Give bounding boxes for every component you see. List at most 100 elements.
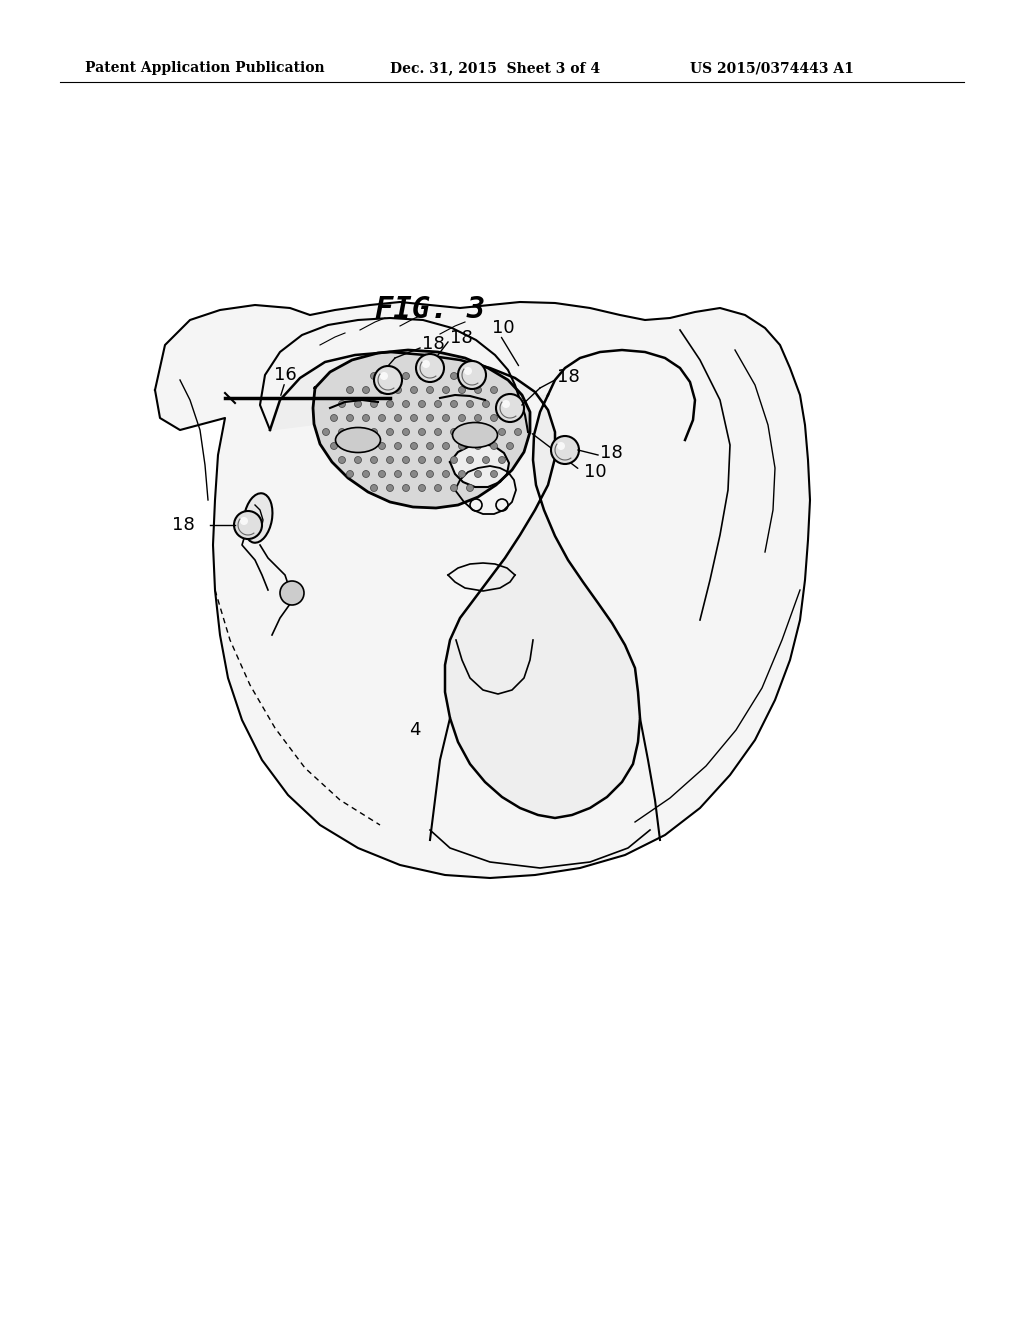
Circle shape xyxy=(451,457,458,463)
Circle shape xyxy=(474,414,481,421)
Circle shape xyxy=(416,354,444,381)
Text: 16: 16 xyxy=(273,366,296,384)
Circle shape xyxy=(434,484,441,491)
Circle shape xyxy=(451,484,458,491)
Text: 10: 10 xyxy=(584,463,606,480)
Circle shape xyxy=(467,429,473,436)
Circle shape xyxy=(434,400,441,408)
Circle shape xyxy=(354,457,361,463)
Ellipse shape xyxy=(336,428,381,453)
Circle shape xyxy=(490,387,498,393)
Circle shape xyxy=(458,360,486,389)
Circle shape xyxy=(386,372,393,380)
Circle shape xyxy=(557,442,565,450)
Circle shape xyxy=(386,484,393,491)
Circle shape xyxy=(442,414,450,421)
Circle shape xyxy=(402,400,410,408)
Circle shape xyxy=(240,517,248,525)
Circle shape xyxy=(362,470,370,478)
Circle shape xyxy=(467,400,473,408)
Circle shape xyxy=(386,400,393,408)
Circle shape xyxy=(402,429,410,436)
Circle shape xyxy=(371,429,378,436)
Text: 10: 10 xyxy=(492,319,514,337)
Text: US 2015/0374443 A1: US 2015/0374443 A1 xyxy=(690,61,854,75)
Circle shape xyxy=(467,372,473,380)
Circle shape xyxy=(394,414,401,421)
Circle shape xyxy=(427,387,433,393)
Circle shape xyxy=(374,366,402,393)
Text: 18: 18 xyxy=(557,368,580,385)
Circle shape xyxy=(371,457,378,463)
Circle shape xyxy=(419,457,426,463)
Polygon shape xyxy=(313,350,530,508)
Circle shape xyxy=(394,442,401,450)
Circle shape xyxy=(434,457,441,463)
Circle shape xyxy=(422,360,430,368)
Circle shape xyxy=(442,470,450,478)
Circle shape xyxy=(346,387,353,393)
Circle shape xyxy=(402,457,410,463)
Circle shape xyxy=(474,442,481,450)
Circle shape xyxy=(380,372,388,380)
Circle shape xyxy=(394,387,401,393)
Circle shape xyxy=(419,429,426,436)
Circle shape xyxy=(362,442,370,450)
Circle shape xyxy=(339,429,345,436)
Circle shape xyxy=(386,457,393,463)
Circle shape xyxy=(402,372,410,380)
Circle shape xyxy=(323,429,330,436)
Circle shape xyxy=(362,414,370,421)
Circle shape xyxy=(346,414,353,421)
Circle shape xyxy=(379,442,385,450)
Text: 18: 18 xyxy=(450,329,473,347)
Circle shape xyxy=(339,400,345,408)
Text: 18: 18 xyxy=(422,335,444,352)
Circle shape xyxy=(490,470,498,478)
Circle shape xyxy=(379,387,385,393)
Circle shape xyxy=(427,470,433,478)
Text: 4: 4 xyxy=(410,721,421,739)
Circle shape xyxy=(386,429,393,436)
Circle shape xyxy=(411,470,418,478)
Circle shape xyxy=(496,393,524,422)
Circle shape xyxy=(490,442,498,450)
Circle shape xyxy=(362,387,370,393)
Circle shape xyxy=(442,387,450,393)
Circle shape xyxy=(234,511,262,539)
Circle shape xyxy=(354,429,361,436)
Circle shape xyxy=(459,387,466,393)
Circle shape xyxy=(346,470,353,478)
Circle shape xyxy=(411,387,418,393)
Circle shape xyxy=(427,442,433,450)
Circle shape xyxy=(411,442,418,450)
Circle shape xyxy=(467,484,473,491)
Text: 18: 18 xyxy=(600,444,623,462)
Circle shape xyxy=(379,414,385,421)
Circle shape xyxy=(451,429,458,436)
Circle shape xyxy=(482,400,489,408)
Circle shape xyxy=(371,400,378,408)
Text: Dec. 31, 2015  Sheet 3 of 4: Dec. 31, 2015 Sheet 3 of 4 xyxy=(390,61,600,75)
Circle shape xyxy=(507,442,513,450)
Circle shape xyxy=(331,414,338,421)
Polygon shape xyxy=(270,352,640,818)
Circle shape xyxy=(507,414,513,421)
Circle shape xyxy=(354,400,361,408)
Circle shape xyxy=(434,372,441,380)
Circle shape xyxy=(551,436,579,465)
Circle shape xyxy=(459,414,466,421)
Circle shape xyxy=(346,442,353,450)
Circle shape xyxy=(411,414,418,421)
Circle shape xyxy=(464,367,472,375)
Text: FIG. 3: FIG. 3 xyxy=(375,296,485,325)
Circle shape xyxy=(379,470,385,478)
Circle shape xyxy=(442,442,450,450)
Circle shape xyxy=(419,400,426,408)
Circle shape xyxy=(482,457,489,463)
Circle shape xyxy=(451,372,458,380)
Circle shape xyxy=(419,372,426,380)
Ellipse shape xyxy=(453,422,498,447)
Circle shape xyxy=(459,470,466,478)
Circle shape xyxy=(451,400,458,408)
